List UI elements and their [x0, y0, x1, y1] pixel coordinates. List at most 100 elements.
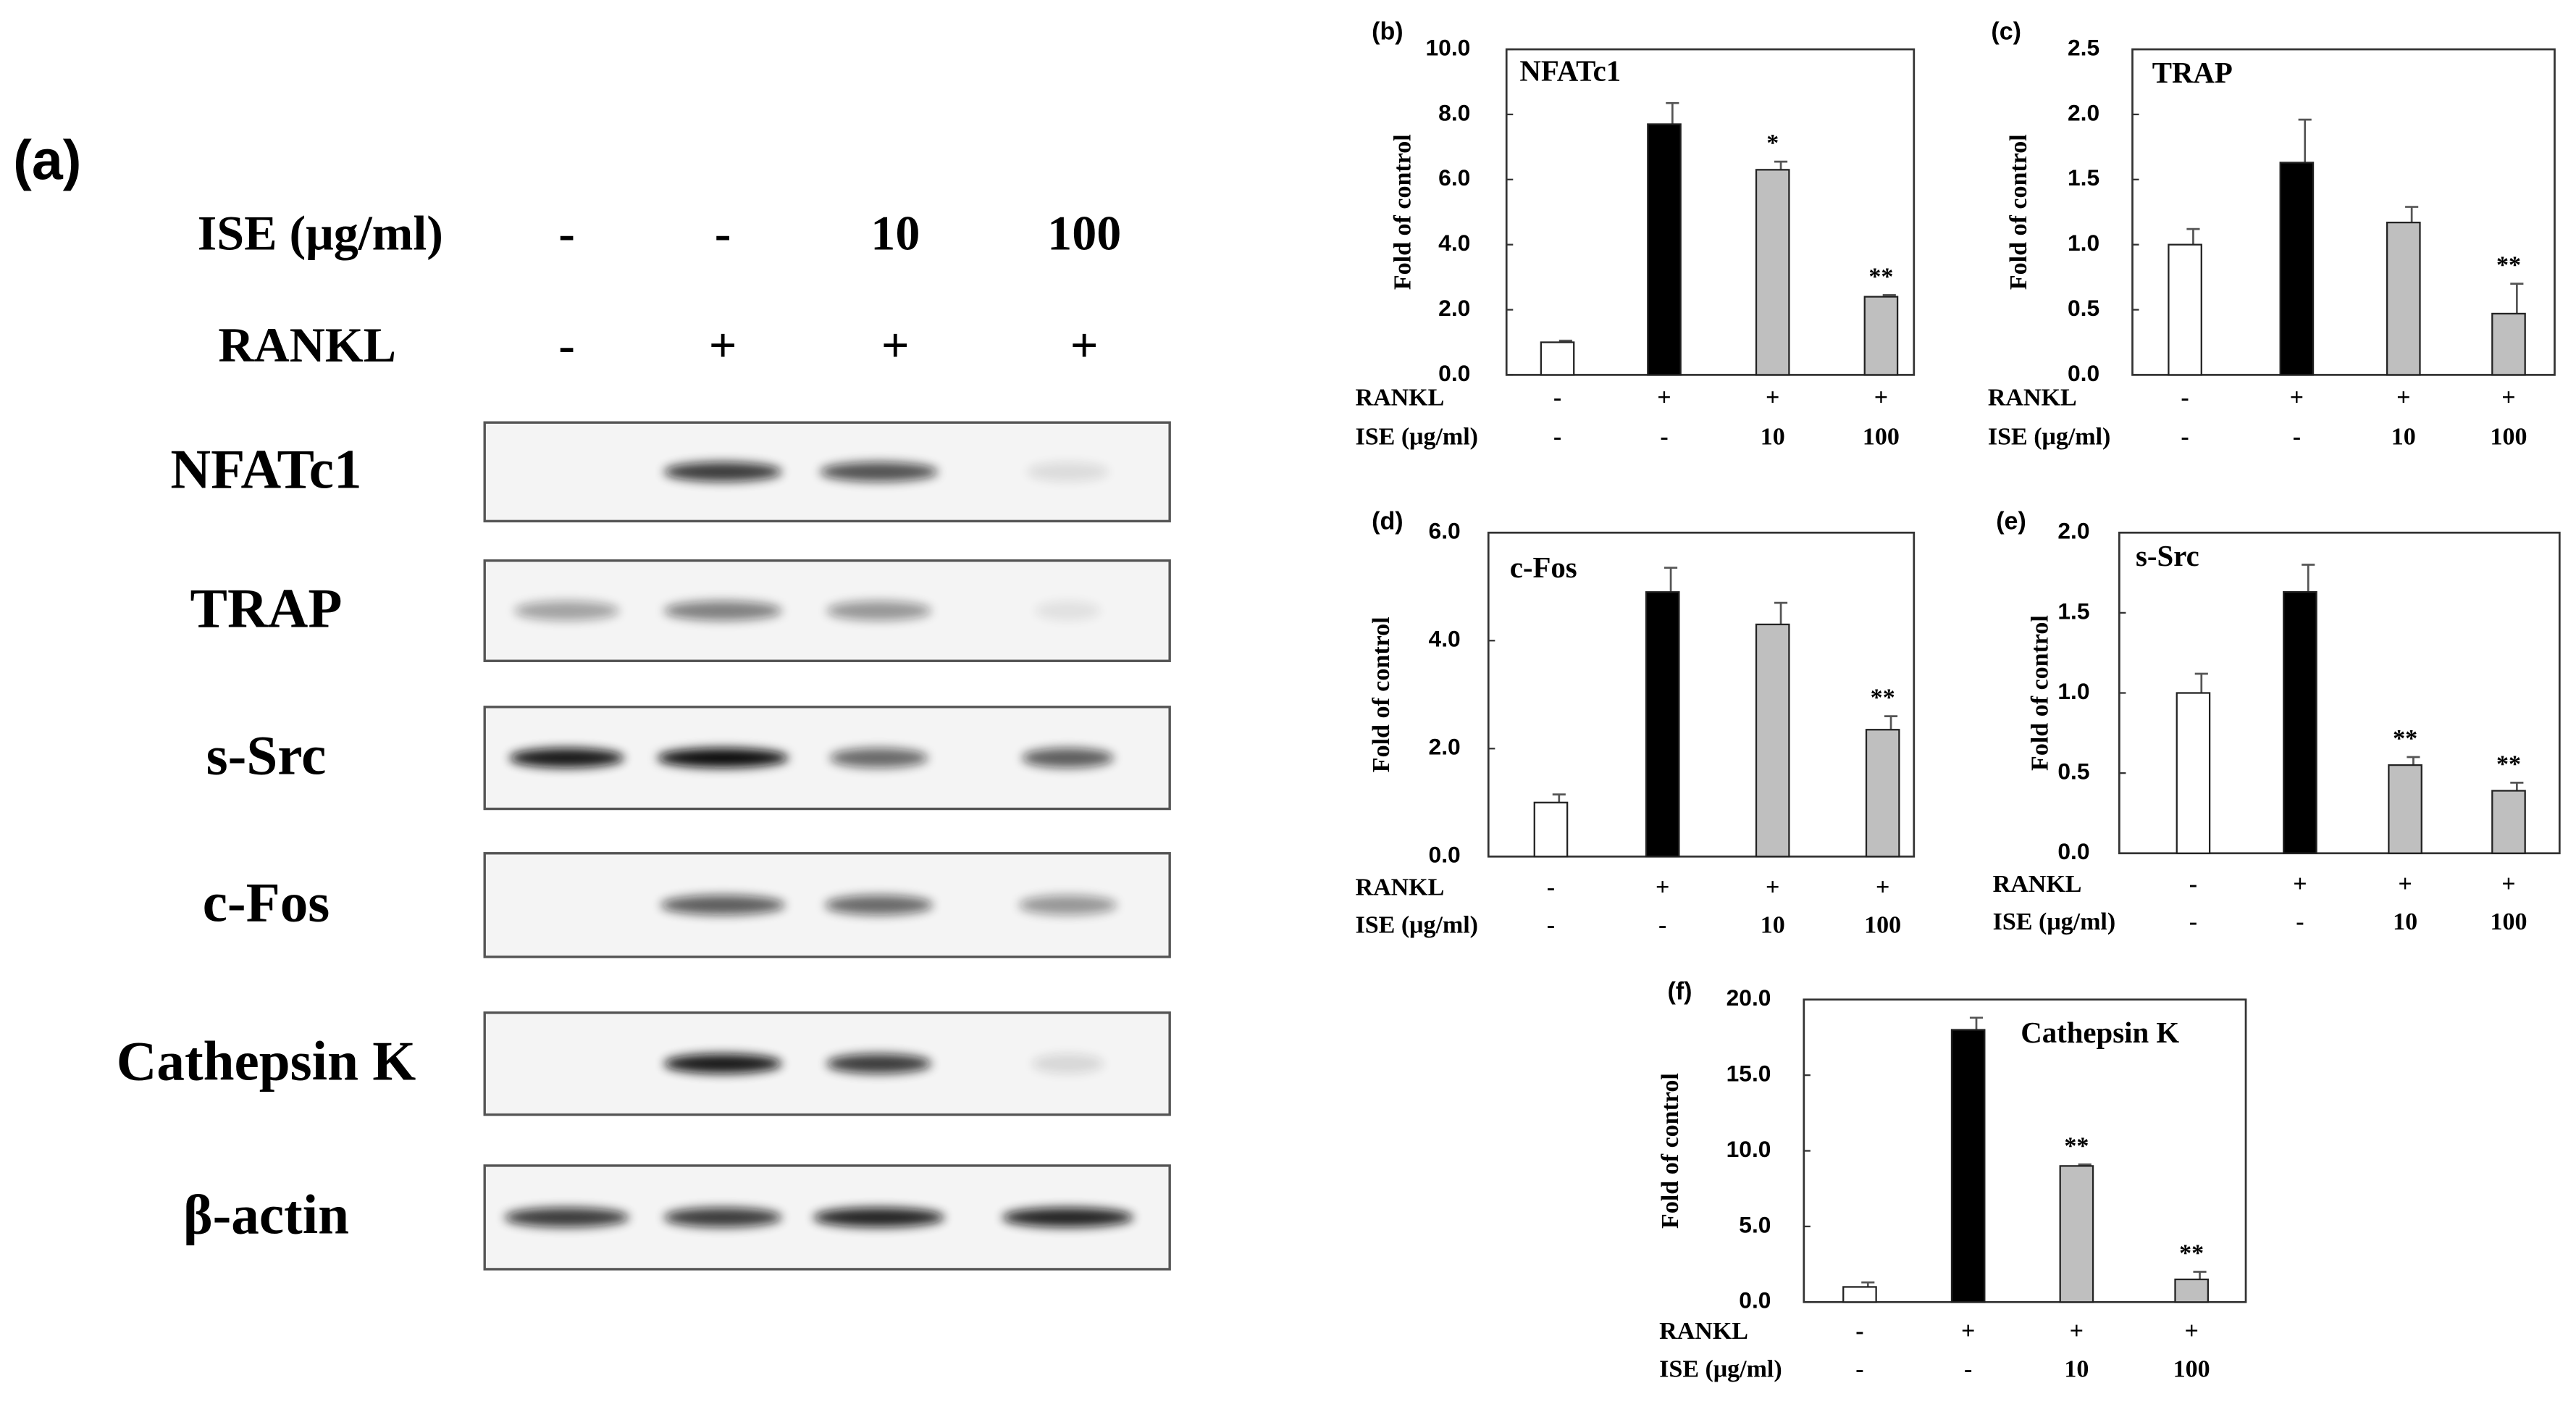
significance: ** — [1871, 685, 1895, 711]
blot-band — [1002, 1207, 1134, 1228]
blot-band — [663, 601, 782, 621]
bar — [1533, 801, 1569, 858]
row-value: - — [1553, 424, 1561, 451]
y-tick-label: 20.0 — [1727, 985, 1771, 1011]
panel-label: (b) — [1372, 17, 1403, 45]
y-tick-label: 4.0 — [1429, 626, 1461, 652]
significance: ** — [1868, 263, 1893, 290]
y-tick-label: 1.5 — [2057, 598, 2089, 624]
chart-title: c-Fos — [1510, 551, 1577, 584]
row-value: + — [2398, 871, 2412, 898]
row-value: + — [2290, 384, 2304, 411]
blot-band — [663, 1207, 782, 1228]
protein-label: s-Src — [206, 724, 327, 786]
y-axis-label: Fold of control — [1368, 617, 1395, 772]
row-value: - — [2189, 871, 2197, 898]
y-tick-label: 0.0 — [1429, 842, 1461, 868]
y-tick-label: 1.5 — [2068, 164, 2099, 191]
plot-frame — [2131, 48, 2556, 376]
protein-label: c-Fos — [203, 871, 330, 933]
bar — [1950, 1029, 1986, 1303]
bar — [1647, 123, 1682, 376]
row-value: + — [1656, 874, 1669, 901]
bar — [1540, 341, 1575, 376]
row-value: + — [2501, 384, 2515, 411]
y-tick-label: 0.0 — [1739, 1287, 1771, 1313]
row-value: + — [1876, 874, 1889, 901]
y-tick-label: 10.0 — [1426, 34, 1471, 60]
y-tick-label: 0.0 — [2057, 838, 2089, 864]
row-value: + — [2501, 871, 2515, 898]
y-tick-label: 0.5 — [2057, 759, 2089, 785]
row-value: 100 — [1864, 912, 1901, 939]
plot-frame — [1505, 48, 1916, 376]
treatment-value: - — [558, 206, 575, 261]
row-label: RANKL — [1356, 384, 1445, 411]
blot-band — [824, 895, 934, 915]
chart-title: s-Src — [2136, 540, 2199, 572]
bar — [1842, 1286, 1877, 1303]
row-value: - — [1660, 424, 1668, 451]
row-value: 100 — [1863, 424, 1900, 451]
row-value: - — [1855, 1318, 1863, 1345]
protein-label: β-actin — [183, 1184, 349, 1246]
y-tick-label: 0.5 — [2068, 295, 2099, 321]
row-value: 10 — [1761, 424, 1785, 451]
blot-band — [1022, 748, 1115, 768]
row-value: 10 — [2064, 1355, 2089, 1382]
row-value: - — [1658, 912, 1666, 939]
row-value: - — [2189, 908, 2197, 935]
row-value: - — [1964, 1355, 1972, 1382]
row-label: ISE (μg/ml) — [1988, 424, 2111, 451]
panel-label: (f) — [1668, 978, 1692, 1006]
treatment-label: ISE (μg/ml) — [198, 206, 443, 261]
row-value: - — [1553, 384, 1561, 411]
y-tick-label: 8.0 — [1438, 99, 1470, 125]
blot-band — [1026, 461, 1109, 482]
bar — [2491, 790, 2526, 854]
row-value: + — [2396, 384, 2410, 411]
row-value: 100 — [2490, 908, 2527, 935]
y-axis-label: Fold of control — [2005, 134, 2032, 290]
y-tick-label: 2.0 — [2068, 99, 2099, 125]
protein-label: Cathepsin K — [117, 1029, 416, 1092]
row-label: RANKL — [1988, 384, 2077, 411]
row-label: RANKL — [1659, 1318, 1748, 1345]
bar — [1755, 169, 1790, 376]
bar — [1865, 729, 1900, 858]
bar — [2491, 312, 2526, 376]
row-value: - — [1547, 874, 1555, 901]
blot-band — [509, 748, 625, 768]
row-value: + — [1961, 1318, 1975, 1345]
row-label: RANKL — [1993, 871, 2082, 898]
blot-band — [663, 461, 782, 482]
bar — [1755, 623, 1790, 858]
panel-label: (d) — [1372, 508, 1403, 535]
y-tick-label: 0.0 — [1438, 360, 1470, 386]
bar — [2176, 692, 2211, 854]
row-value: - — [2181, 424, 2189, 451]
blot-band — [514, 601, 620, 621]
row-value: + — [2070, 1318, 2084, 1345]
chart-title: TRAP — [2152, 57, 2233, 89]
row-label: ISE (μg/ml) — [1993, 908, 2116, 935]
y-tick-label: 6.0 — [1438, 164, 1470, 191]
bar — [2283, 590, 2317, 854]
bar — [2388, 764, 2422, 854]
y-tick-label: 2.5 — [2068, 34, 2099, 60]
row-label: ISE (μg/ml) — [1659, 1355, 1782, 1382]
blot-band — [829, 748, 928, 768]
bar — [1863, 296, 1899, 376]
y-axis-label: Fold of control — [2027, 615, 2054, 771]
blot-band — [826, 1053, 932, 1074]
bar — [2279, 162, 2315, 376]
significance: ** — [2064, 1132, 2089, 1159]
y-tick-label: 5.0 — [1739, 1211, 1771, 1237]
chart-title: Cathepsin K — [2021, 1016, 2179, 1049]
blot-band — [1018, 895, 1117, 915]
row-value: + — [1766, 874, 1779, 901]
significance: ** — [2496, 252, 2521, 279]
treatment-value: 100 — [1047, 206, 1121, 261]
y-axis-label: Fold of control — [1389, 134, 1416, 290]
